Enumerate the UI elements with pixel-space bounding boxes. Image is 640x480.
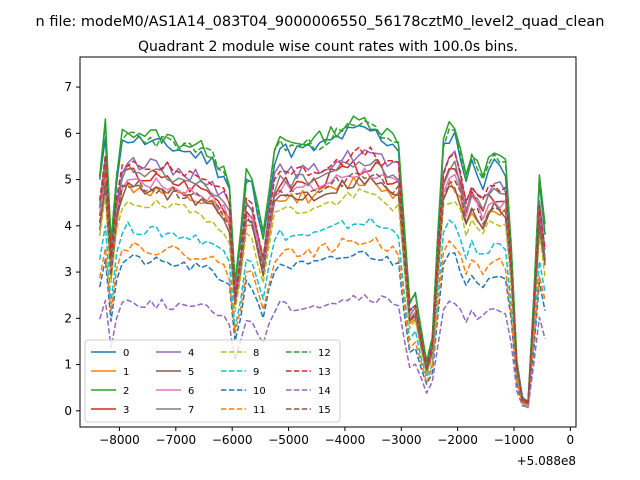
y-tick-label: 1: [64, 358, 72, 372]
series-line-7: [98, 158, 546, 404]
legend-label-4: 4: [188, 348, 194, 359]
legend-label-5: 5: [188, 367, 194, 378]
x-tick-label: −1000: [494, 433, 535, 447]
series-line-10: [98, 250, 546, 409]
legend-label-14: 14: [318, 386, 331, 397]
x-tick-label: −5000: [268, 433, 309, 447]
y-tick-label: 3: [64, 265, 72, 279]
legend-label-7: 7: [188, 405, 194, 416]
x-tick-label: 0: [567, 433, 575, 447]
legend-label-2: 2: [123, 386, 129, 397]
legend-label-10: 10: [253, 386, 266, 397]
y-tick-label: 5: [64, 173, 72, 187]
series-line-11: [98, 236, 546, 408]
y-tick-label: 4: [64, 219, 72, 233]
plot-frame: [79, 56, 577, 428]
y-tick-label: 0: [64, 404, 72, 418]
y-tick-label: 2: [64, 311, 72, 325]
x-tick-label: −3000: [381, 433, 422, 447]
y-tick-label: 6: [64, 126, 72, 140]
x-offset-label: +5.088e8: [517, 454, 576, 468]
series-line-12: [98, 120, 546, 404]
legend-label-0: 0: [123, 348, 129, 359]
chart-title: Quadrant 2 module wise count rates with …: [138, 39, 518, 55]
series-line-13: [98, 146, 546, 404]
legend-box: [84, 339, 341, 423]
series-line-15: [98, 172, 546, 404]
x-tick-label: −6000: [212, 433, 253, 447]
x-tick-label: −4000: [325, 433, 366, 447]
series-line-14: [98, 294, 546, 408]
legend-label-12: 12: [318, 348, 331, 359]
legend-label-9: 9: [253, 367, 259, 378]
figure-suptitle: n file: modeM0/AS1A14_083T04_9000006550_…: [36, 14, 605, 30]
series-line-9: [98, 217, 546, 405]
legend-label-13: 13: [318, 367, 331, 378]
legend-label-8: 8: [253, 348, 259, 359]
legend-label-11: 11: [253, 405, 266, 416]
series-layer: [98, 115, 546, 409]
axes: −8000 −7000 −6000 −5000 −4000 −3000 −2000 −1000…: [64, 56, 577, 447]
legend-label-1: 1: [123, 367, 129, 378]
legend-label-15: 15: [318, 405, 331, 416]
x-tick-label: −2000: [437, 433, 478, 447]
series-line-0: [98, 124, 546, 404]
legend-label-3: 3: [123, 405, 129, 416]
y-tick-label: 7: [64, 80, 72, 94]
x-tick-label: −8000: [99, 433, 140, 447]
series-line-8: [98, 188, 546, 405]
x-tick-label: −7000: [156, 433, 197, 447]
series-line-2: [98, 115, 546, 402]
legend-label-6: 6: [188, 386, 194, 397]
